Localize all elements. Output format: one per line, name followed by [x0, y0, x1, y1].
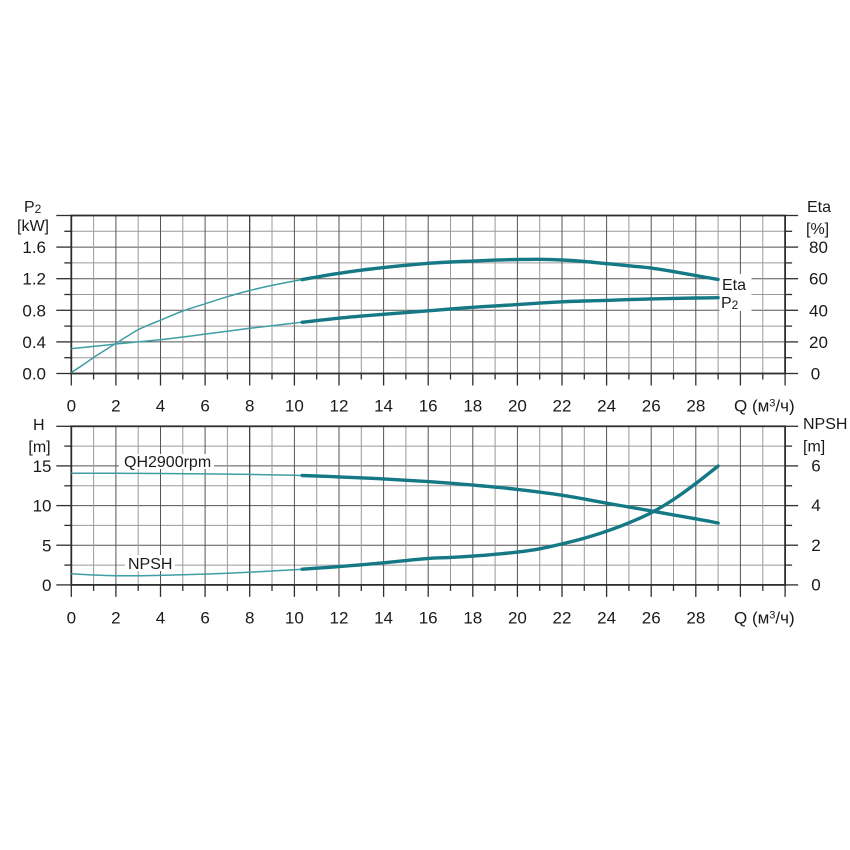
svg-text:[%]: [%]	[806, 221, 829, 238]
svg-text:0.0: 0.0	[22, 365, 46, 384]
svg-text:1.6: 1.6	[22, 238, 46, 257]
svg-text:10: 10	[285, 397, 304, 416]
svg-text:P2: P2	[721, 295, 739, 312]
svg-text:16: 16	[419, 608, 438, 627]
svg-text:NPSH: NPSH	[803, 416, 847, 433]
svg-text:0.4: 0.4	[22, 333, 46, 352]
svg-text:15: 15	[33, 457, 52, 476]
svg-text:24: 24	[597, 608, 616, 627]
svg-text:Eta: Eta	[807, 199, 831, 216]
svg-text:22: 22	[553, 608, 572, 627]
svg-text:20: 20	[508, 608, 527, 627]
svg-text:18: 18	[463, 608, 482, 627]
svg-text:6: 6	[200, 608, 209, 627]
svg-text:26: 26	[642, 397, 661, 416]
svg-text:4: 4	[156, 397, 165, 416]
svg-text:8: 8	[245, 397, 254, 416]
svg-text:4: 4	[156, 608, 165, 627]
svg-text:P2: P2	[24, 199, 42, 216]
svg-text:12: 12	[329, 608, 348, 627]
svg-text:Q (м3/ч): Q (м3/ч)	[734, 397, 795, 416]
svg-text:H: H	[33, 417, 45, 434]
svg-text:24: 24	[597, 397, 616, 416]
svg-text:20: 20	[508, 397, 527, 416]
svg-text:14: 14	[374, 397, 393, 416]
svg-text:60: 60	[809, 270, 828, 289]
svg-text:6: 6	[200, 397, 209, 416]
svg-text:12: 12	[329, 397, 348, 416]
svg-text:18: 18	[463, 397, 482, 416]
svg-text:28: 28	[686, 608, 705, 627]
svg-text:Q (м3/ч): Q (м3/ч)	[734, 608, 795, 627]
svg-text:[kW]: [kW]	[17, 218, 49, 235]
svg-text:16: 16	[419, 397, 438, 416]
svg-text:26: 26	[642, 608, 661, 627]
svg-text:Eta: Eta	[722, 277, 746, 294]
svg-text:22: 22	[553, 397, 572, 416]
svg-text:1.2: 1.2	[22, 270, 46, 289]
svg-text:10: 10	[285, 608, 304, 627]
svg-text:14: 14	[374, 608, 393, 627]
svg-text:0: 0	[811, 575, 820, 594]
svg-text:2: 2	[111, 608, 120, 627]
svg-text:10: 10	[33, 497, 52, 516]
svg-text:20: 20	[809, 333, 828, 352]
svg-text:8: 8	[245, 608, 254, 627]
svg-text:0: 0	[42, 576, 51, 595]
svg-text:0: 0	[67, 397, 76, 416]
svg-text:80: 80	[809, 238, 828, 257]
svg-text:0: 0	[811, 365, 820, 384]
svg-text:6: 6	[811, 456, 820, 475]
svg-text:5: 5	[42, 536, 51, 555]
svg-text:[m]: [m]	[803, 439, 825, 456]
svg-text:2: 2	[111, 397, 120, 416]
svg-text:QH2900rpm: QH2900rpm	[124, 454, 211, 471]
svg-text:NPSH: NPSH	[128, 556, 172, 573]
svg-text:4: 4	[811, 496, 820, 515]
svg-text:2: 2	[811, 536, 820, 555]
svg-text:0: 0	[67, 608, 76, 627]
svg-text:40: 40	[809, 301, 828, 320]
svg-text:0.8: 0.8	[22, 301, 46, 320]
svg-text:[m]: [m]	[28, 439, 50, 456]
svg-text:28: 28	[686, 397, 705, 416]
